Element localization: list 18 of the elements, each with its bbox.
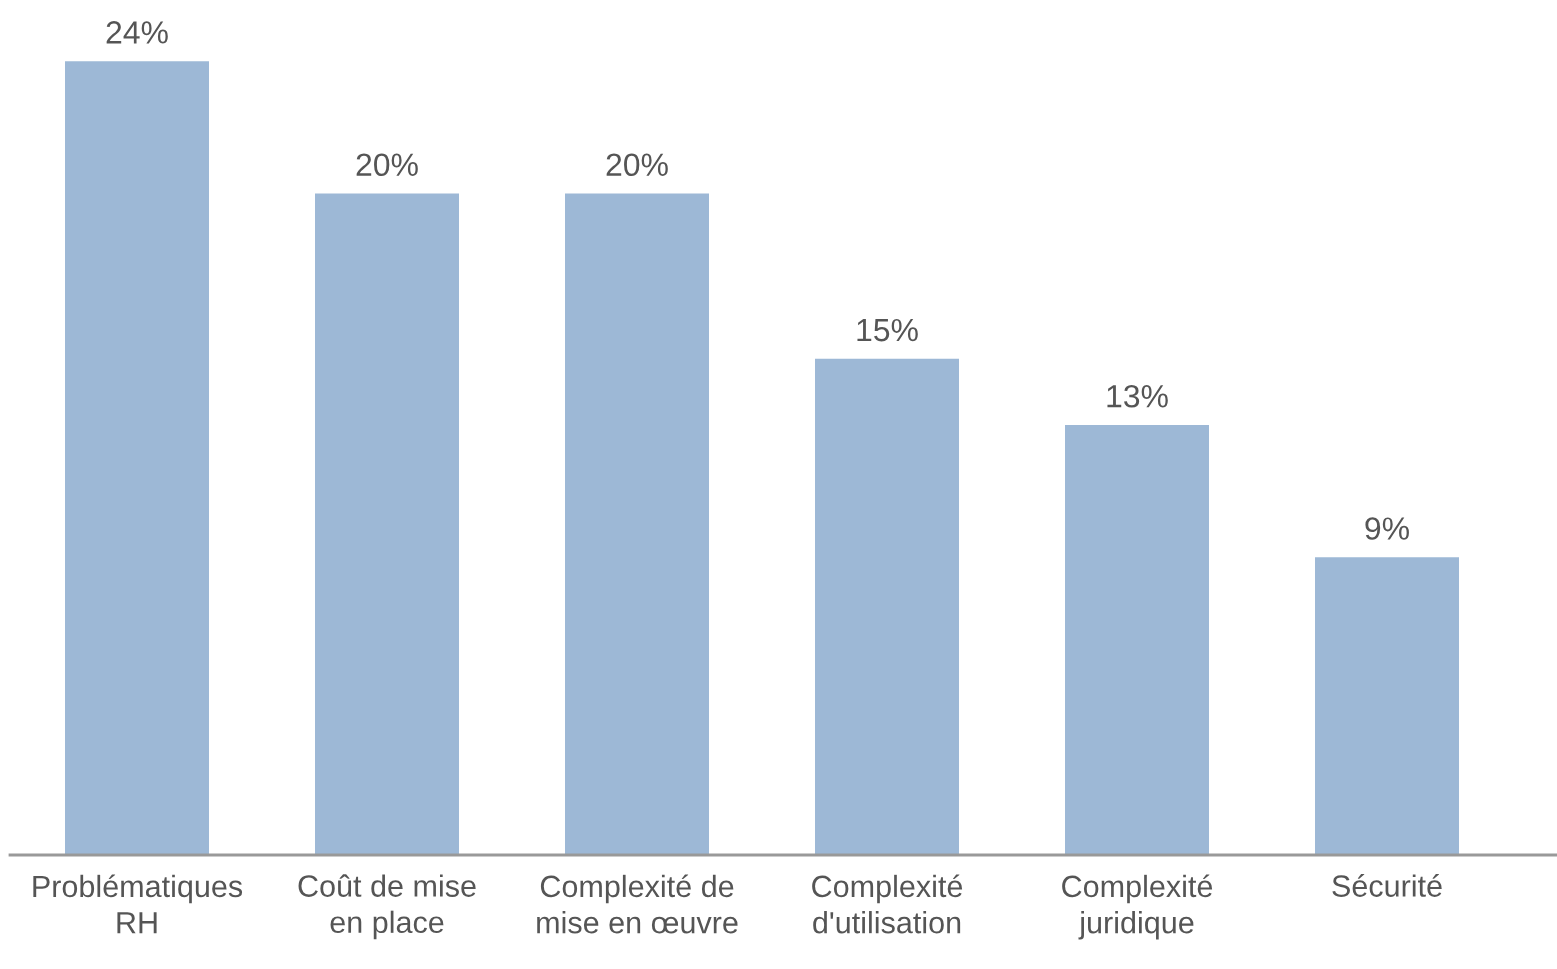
bar xyxy=(315,193,459,855)
x-tick-label: Complexité juridique xyxy=(1062,874,1213,940)
x-tick-label: Coût de mise en place xyxy=(298,874,476,940)
data-label: 9% xyxy=(1365,517,1409,540)
x-tick-label: Complexité de mise en œuvre xyxy=(537,874,738,934)
x-tick-label: Complexité d'utilisation xyxy=(812,874,963,934)
data-label: 24% xyxy=(106,21,168,44)
bar xyxy=(65,61,209,855)
bar xyxy=(565,193,709,855)
data-label: 13% xyxy=(1107,384,1168,408)
x-tick-label: Sécurité xyxy=(1332,874,1442,897)
data-label: 20% xyxy=(606,153,668,177)
bar xyxy=(815,358,959,855)
data-label: 20% xyxy=(356,153,418,177)
bar xyxy=(1315,557,1459,855)
x-tick-label: Problématiques RH xyxy=(33,874,243,934)
bar xyxy=(1065,424,1209,855)
data-label: 15% xyxy=(857,318,918,342)
